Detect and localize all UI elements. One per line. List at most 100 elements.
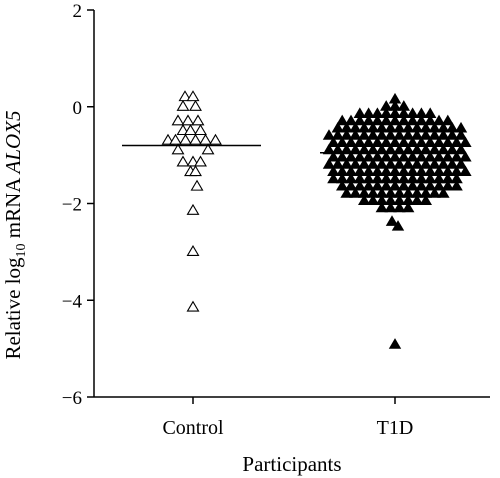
t1d-point (446, 158, 459, 169)
t1d-point (327, 150, 340, 162)
y-axis-title-subscript: 10 (14, 243, 29, 257)
control-point (176, 99, 190, 111)
t1d-point (358, 129, 371, 140)
t1d-point (397, 136, 410, 147)
t1d-point (349, 187, 362, 198)
t1d-point (424, 114, 437, 126)
t1d-point (388, 338, 402, 349)
t1d-point (353, 150, 366, 162)
control-point (194, 155, 207, 167)
t1d-points (322, 92, 472, 349)
y-tick-label: −4 (62, 291, 83, 312)
t1d-point (371, 179, 384, 191)
t1d-point (362, 150, 375, 162)
t1d-point (393, 129, 406, 140)
x-tick-label-control: Control (162, 417, 224, 439)
t1d-point (450, 136, 463, 147)
t1d-point (406, 114, 419, 126)
y-axis-title-mid: mRNA (1, 173, 25, 243)
t1d-point (375, 129, 388, 140)
t1d-point (336, 114, 349, 126)
t1d-point (415, 136, 428, 147)
t1d-point (410, 143, 424, 155)
t1d-point (349, 129, 362, 140)
t1d-point (322, 129, 336, 140)
t1d-point (459, 150, 472, 162)
t1d-point (349, 158, 362, 169)
control-point (171, 143, 185, 155)
control-point (189, 99, 202, 111)
t1d-point (406, 179, 419, 191)
t1d-point (419, 129, 432, 140)
control-point (186, 90, 200, 102)
t1d-point (371, 136, 384, 147)
y-tick-label: 2 (73, 1, 83, 22)
t1d-point (406, 136, 419, 147)
t1d-point (371, 150, 384, 162)
t1d-point (402, 143, 415, 155)
control-point (186, 203, 200, 215)
t1d-point (454, 129, 468, 140)
t1d-point (441, 114, 454, 126)
t1d-point (437, 143, 450, 155)
t1d-point (419, 158, 432, 169)
t1d-point (340, 129, 353, 140)
x-axis-title: Participants (242, 452, 341, 476)
t1d-point (432, 179, 446, 191)
control-point (169, 133, 182, 145)
t1d-point (349, 143, 362, 155)
t1d-point (388, 92, 402, 104)
t1d-point (437, 158, 450, 169)
y-axis-title: Relative log10 mRNA ALOX5 (1, 110, 29, 359)
t1d-point (424, 150, 437, 162)
t1d-point (432, 150, 446, 162)
control-points (161, 90, 222, 312)
t1d-point (393, 158, 406, 169)
t1d-point (358, 143, 371, 155)
t1d-point (428, 143, 441, 155)
t1d-point (358, 158, 371, 169)
t1d-point (410, 129, 424, 140)
t1d-point (340, 187, 353, 198)
t1d-point (344, 179, 358, 191)
x-axis: Control T1D (94, 396, 490, 439)
t1d-point (428, 187, 441, 198)
t1d-point (327, 136, 340, 147)
t1d-point (336, 179, 349, 191)
t1d-point (432, 114, 446, 126)
control-point (194, 124, 207, 136)
t1d-point (415, 114, 428, 126)
t1d-point (388, 179, 402, 191)
t1d-point (331, 143, 344, 155)
t1d-point (397, 114, 410, 126)
t1d-point (415, 179, 428, 191)
control-point (209, 133, 222, 145)
t1d-point (437, 129, 450, 140)
t1d-point (450, 179, 463, 191)
t1d-point (391, 220, 405, 231)
t1d-point (380, 179, 393, 191)
t1d-point (402, 158, 415, 169)
t1d-point (419, 143, 432, 155)
t1d-point (362, 179, 375, 191)
t1d-point (375, 201, 388, 213)
t1d-point (322, 158, 336, 169)
t1d-point (437, 187, 450, 198)
x-tick-label-t1d: T1D (377, 417, 414, 439)
t1d-point (366, 194, 380, 206)
t1d-point (344, 114, 358, 126)
control-point (176, 155, 190, 167)
t1d-point (380, 136, 393, 147)
t1d-point (441, 136, 454, 147)
t1d-point (362, 114, 375, 126)
control-point (189, 133, 202, 145)
t1d-point (388, 114, 402, 126)
y-ticks: 2 0 −2 −4 −6 (62, 1, 94, 409)
t1d-point (393, 143, 406, 155)
t1d-point (380, 114, 393, 126)
t1d-point (410, 194, 424, 206)
t1d-point (331, 158, 344, 169)
t1d-point (397, 179, 410, 191)
t1d-point (388, 136, 402, 147)
